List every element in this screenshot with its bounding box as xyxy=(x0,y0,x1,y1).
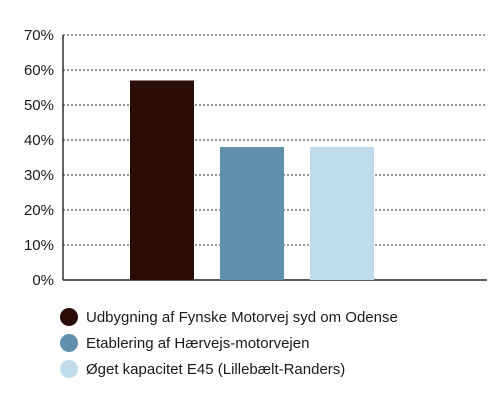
legend-item: Udbygning af Fynske Motorvej syd om Oden… xyxy=(60,304,398,330)
y-tick-label: 30% xyxy=(24,167,54,184)
legend-swatch xyxy=(60,360,78,378)
legend-item: Etablering af Hærvejs-motorvejen xyxy=(60,330,398,356)
y-tick-label: 20% xyxy=(24,202,54,219)
legend-label: Udbygning af Fynske Motorvej syd om Oden… xyxy=(86,308,398,326)
bar xyxy=(220,147,284,280)
legend-swatch xyxy=(60,334,78,352)
y-tick-label: 50% xyxy=(24,97,54,114)
bar xyxy=(130,80,194,280)
legend-swatch xyxy=(60,308,78,326)
legend: Udbygning af Fynske Motorvej syd om Oden… xyxy=(60,304,398,382)
bar xyxy=(310,147,374,280)
legend-label: Etablering af Hærvejs-motorvejen xyxy=(86,334,310,352)
legend-item: Øget kapacitet E45 (Lillebælt-Randers) xyxy=(60,356,398,382)
legend-label: Øget kapacitet E45 (Lillebælt-Randers) xyxy=(86,360,346,378)
y-tick-label: 70% xyxy=(24,27,54,44)
y-tick-label: 60% xyxy=(24,62,54,79)
bar-chart: 0% 10% 20% 30% 40% 50% 60% 70% xyxy=(24,27,487,289)
y-tick-label: 10% xyxy=(24,237,54,254)
y-tick-label: 40% xyxy=(24,132,54,149)
y-tick-label: 0% xyxy=(32,272,54,289)
